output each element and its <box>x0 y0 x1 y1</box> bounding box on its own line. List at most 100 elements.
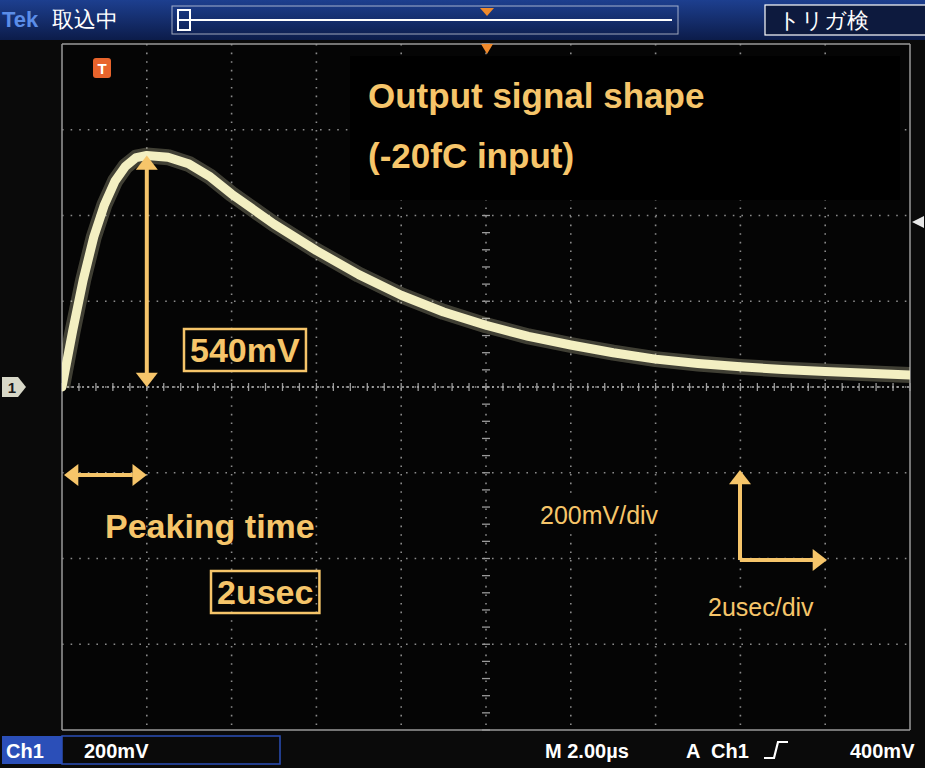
minor-tick <box>655 383 656 391</box>
minor-tick <box>482 558 490 559</box>
minor-tick <box>265 383 266 391</box>
trigger-point-marker <box>481 44 493 54</box>
footer-channel: Ch1 <box>6 740 44 762</box>
minor-tick <box>482 352 490 353</box>
rising-edge-icon <box>764 742 788 758</box>
minor-tick <box>482 541 490 542</box>
minor-tick <box>482 661 490 662</box>
peak-arrow-head <box>136 155 158 169</box>
minor-tick <box>482 575 490 576</box>
minor-tick <box>482 266 490 267</box>
background <box>0 0 925 768</box>
label-patch <box>536 496 732 530</box>
minor-tick <box>482 472 490 473</box>
minor-tick <box>689 383 690 391</box>
minor-tick <box>482 215 490 216</box>
peak-label: 540mV <box>190 331 300 369</box>
footer-trig-source: Ch1 <box>711 740 749 762</box>
trigger-pos-marker <box>480 8 494 16</box>
record-bar <box>178 19 672 21</box>
peak-label-box <box>184 329 306 371</box>
minor-tick <box>482 232 490 233</box>
minor-tick <box>482 695 490 696</box>
minor-tick <box>482 644 490 645</box>
h-scale-label: 2usec/div <box>708 593 814 621</box>
scale-arrow-head <box>729 470 751 484</box>
record-window <box>178 10 190 30</box>
peaking-arrow-head <box>133 464 147 486</box>
scale-arrow-v <box>738 482 742 560</box>
ground-line <box>62 386 910 388</box>
footer-bar <box>0 732 925 768</box>
minor-tick <box>482 626 490 627</box>
grid-line-y <box>62 729 910 731</box>
minor-tick <box>129 383 130 391</box>
peaking-value-box <box>211 571 319 613</box>
footer-volts-box <box>62 736 280 764</box>
v-scale-label: 200mV/div <box>540 501 659 529</box>
minor-tick <box>482 524 490 525</box>
footer-timebase: M 2.00µs <box>545 740 629 762</box>
grid-line-y <box>62 558 910 560</box>
grid-line-x <box>316 44 318 730</box>
minor-tick <box>482 489 490 490</box>
minor-tick <box>316 383 317 391</box>
peaking-arrow <box>76 473 133 477</box>
plot-area <box>62 44 910 730</box>
grid-line-y <box>62 300 910 302</box>
grid <box>62 44 910 730</box>
minor-tick <box>482 438 490 439</box>
grid-line-y <box>62 472 910 474</box>
minor-tick <box>482 283 490 284</box>
scale-arrow-head <box>813 549 827 571</box>
label-patch <box>704 588 884 622</box>
minor-tick <box>482 712 490 713</box>
minor-tick <box>791 383 792 391</box>
subtitle: (-20fC input) <box>368 136 574 175</box>
scale-arrow-h <box>740 558 815 562</box>
minor-tick <box>482 609 490 610</box>
footer-trig-level: 400mV <box>850 740 915 762</box>
minor-tick <box>180 383 181 391</box>
trigger-level-arrow <box>912 216 924 228</box>
minor-tick <box>482 335 490 336</box>
footer-volts: 200mV <box>84 740 149 762</box>
peak-arrow <box>145 167 149 375</box>
annotations: 540mV Peaking time 2usec 200mV/div 2usec/div <box>64 155 884 622</box>
scope-screen: Tek取込中トリガ検T1Output signal shape(-20fC in… <box>0 0 925 768</box>
footer-trig-mode: A <box>686 740 700 762</box>
grid-line-y <box>62 215 910 217</box>
minor-tick <box>875 383 876 391</box>
peaking-value: 2usec <box>217 573 313 611</box>
minor-tick <box>482 678 490 679</box>
grid-line-y <box>62 386 910 388</box>
grid-line-y <box>62 643 910 645</box>
trigger-state-box <box>765 5 925 35</box>
minor-tick <box>214 383 215 391</box>
channel-marker-shape <box>2 377 26 397</box>
minor-tick <box>604 383 605 391</box>
minor-tick <box>95 383 96 391</box>
trigger-state: トリガ検 <box>778 8 869 33</box>
minor-tick <box>706 383 707 391</box>
minor-tick <box>350 383 351 391</box>
title: Output signal shape <box>368 76 704 115</box>
minor-tick <box>482 421 490 422</box>
peak-arrow-head <box>136 373 158 387</box>
minor-tick <box>570 383 571 391</box>
minor-tick <box>434 383 435 391</box>
minor-tick <box>482 592 490 593</box>
peaking-label: Peaking time <box>105 507 315 545</box>
minor-tick <box>482 506 490 507</box>
minor-tick <box>482 301 490 302</box>
minor-tick <box>519 383 520 391</box>
trigger-marker: T <box>97 60 106 77</box>
minor-tick <box>482 729 490 730</box>
brand: Tek <box>2 7 39 32</box>
minor-tick <box>401 383 402 391</box>
minor-tick <box>825 383 826 391</box>
footer-channel-box <box>2 736 62 764</box>
minor-tick <box>482 403 490 404</box>
minor-tick <box>482 455 490 456</box>
title-box <box>350 56 900 200</box>
